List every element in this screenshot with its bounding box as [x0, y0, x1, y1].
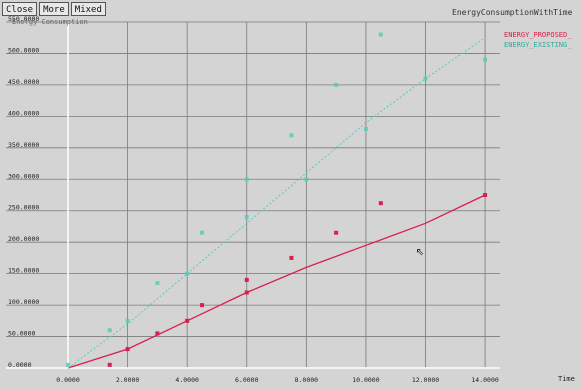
data-point-existing: [334, 82, 339, 87]
x-tick-label: 2.0000: [116, 376, 140, 384]
series-layer: [66, 32, 488, 369]
y-tick-label: 550.0000: [8, 15, 39, 23]
data-point-proposed: [155, 331, 160, 336]
y-tick-label: 50.0000: [8, 330, 35, 338]
y-tick-label: 400.0000: [8, 109, 39, 117]
data-point-proposed: [334, 230, 339, 235]
x-tick-label: 0.0000: [56, 376, 80, 384]
x-tick-label: 6.0000: [235, 376, 259, 384]
more-button[interactable]: More: [39, 2, 69, 16]
x-tick-label: 10.0000: [352, 376, 379, 384]
window-title: EnergyConsumptionWithTime: [452, 8, 573, 17]
legend-item-existing: ENERGY_EXISTING_: [504, 41, 572, 49]
x-tick-label: 8.0000: [295, 376, 319, 384]
y-tick-label: 150.0000: [8, 267, 39, 275]
data-point-existing: [66, 362, 70, 367]
x-axis-label: Time: [558, 375, 575, 383]
y-tick-label: 100.0000: [8, 298, 39, 306]
y-tick-label: 350.0000: [8, 141, 39, 149]
data-point-existing: [244, 177, 249, 182]
data-point-proposed: [107, 362, 112, 367]
toolbar: Close More Mixed: [2, 2, 106, 18]
data-point-proposed: [378, 201, 383, 206]
data-point-existing: [483, 57, 488, 62]
mixed-button[interactable]: Mixed: [70, 2, 106, 16]
data-point-existing: [244, 215, 249, 220]
data-point-proposed: [483, 193, 488, 197]
data-point-existing: [363, 126, 368, 131]
x-tick-label: 14.0000: [471, 376, 498, 384]
y-tick-label: 300.0000: [8, 172, 39, 180]
mouse-cursor-icon: ⇖: [416, 243, 425, 259]
data-point-existing: [289, 133, 294, 138]
data-point-existing: [155, 281, 160, 286]
y-tick-label: 200.0000: [8, 235, 39, 243]
legend-item-proposed: ENERGY_PROPOSED_: [504, 31, 572, 39]
data-point-proposed: [289, 255, 294, 260]
data-point-proposed: [244, 290, 249, 295]
data-point-existing: [125, 318, 130, 323]
data-point-existing: [304, 177, 309, 182]
series-trend-line: [67, 37, 486, 369]
data-point-proposed: [125, 347, 130, 352]
series-trend-line: [67, 194, 486, 369]
data-point-existing: [200, 230, 205, 235]
data-point-proposed: [185, 318, 190, 323]
close-button[interactable]: Close: [2, 2, 38, 16]
legend: ENERGY_PROPOSED_ ENERGY_EXISTING_: [504, 30, 581, 50]
y-tick-label: 450.0000: [8, 78, 39, 86]
data-point-existing: [107, 328, 112, 333]
y-tick-label: 250.0000: [8, 204, 39, 212]
data-point-existing: [378, 32, 383, 37]
x-tick-label: 12.0000: [412, 376, 439, 384]
data-point-existing: [423, 76, 428, 81]
data-point-proposed: [244, 277, 249, 282]
data-point-proposed: [200, 303, 205, 308]
chart-subtitle: Energy Consumption: [12, 18, 88, 26]
y-tick-label: 0.0000: [8, 361, 32, 369]
y-tick-label: 500.0000: [8, 46, 39, 54]
x-tick-label: 4.0000: [175, 376, 199, 384]
data-point-existing: [185, 271, 190, 276]
axis-layer: 0.0000 50.0000 100.0000 150.0000 200.0000 250…: [6, 15, 500, 384]
